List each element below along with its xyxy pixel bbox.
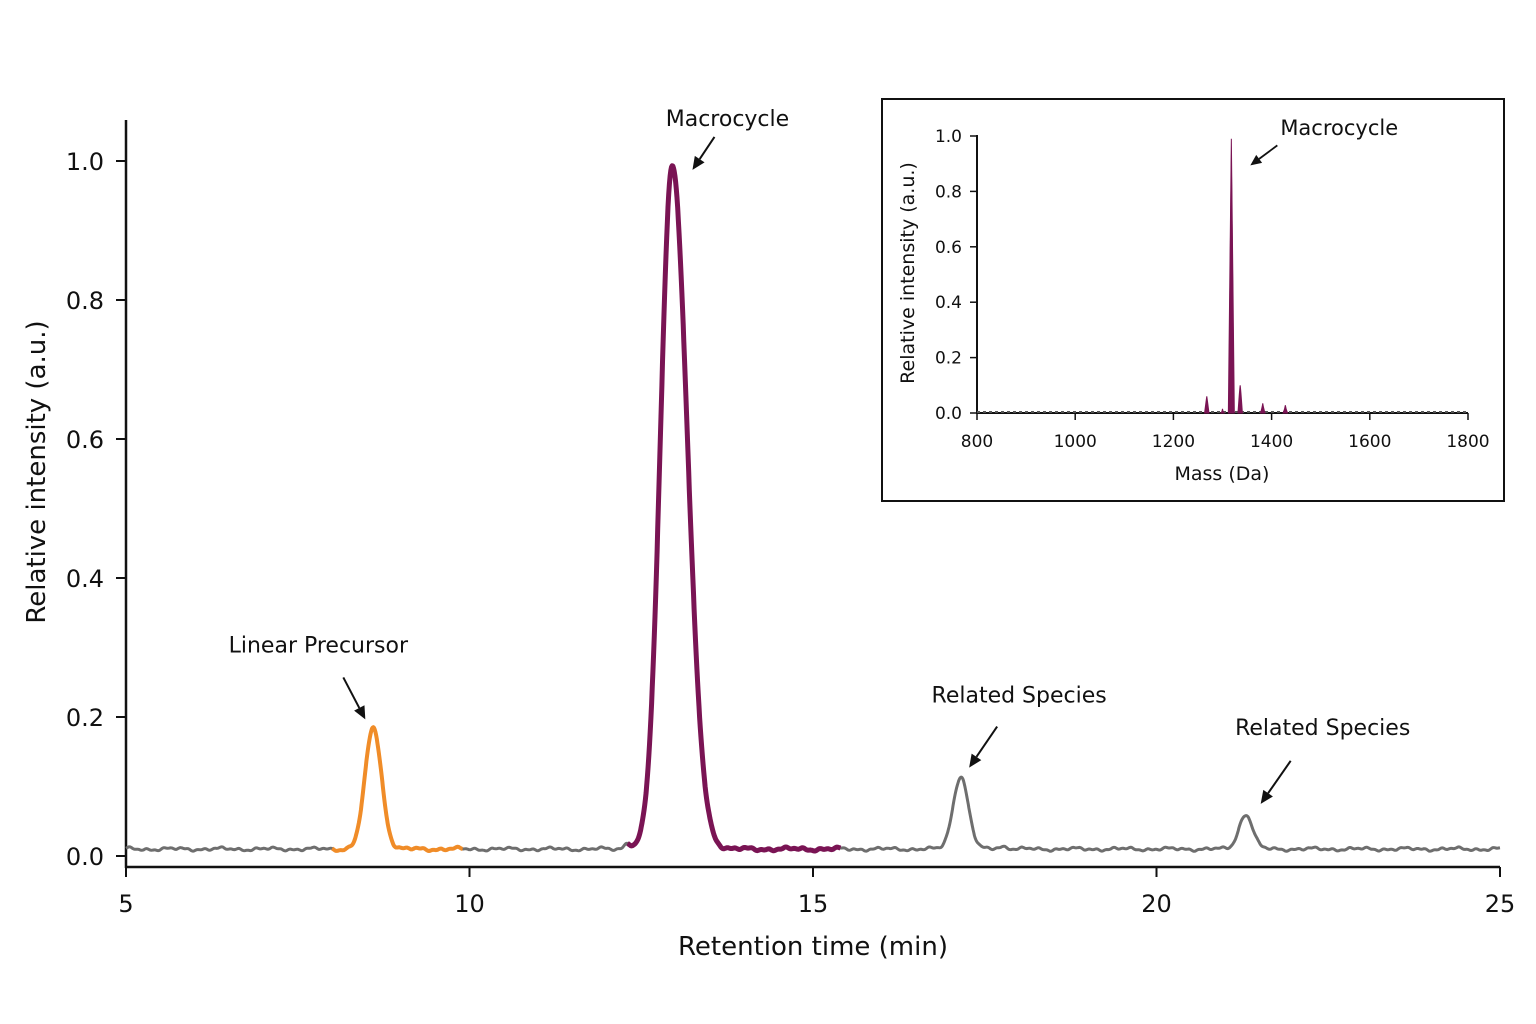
main-traces: [125, 163, 1501, 854]
inset-traces: [977, 138, 1468, 414]
main-x-tick-label: 15: [798, 890, 829, 918]
main-annotations: Linear Precursor Macrocycle Related Specie…: [229, 107, 1410, 804]
inset-x-tick-label: 1400: [1250, 432, 1293, 452]
inset-x-axis-title: Mass (Da): [1175, 463, 1270, 485]
annotation-label: Macrocycle: [666, 107, 789, 132]
main-y-axis-title: Relative intensity (a.u.): [22, 320, 52, 623]
inset-y-tick-label: 1.0: [935, 127, 962, 147]
main-y-tick-label: 0.4: [66, 565, 104, 593]
main-y-tick-label: 0.0: [66, 843, 104, 871]
main-y-ticks: 0.0 0.2 0.4 0.6 0.8 1.0: [66, 148, 126, 871]
inset-annotations: Macrocycle: [1250, 116, 1398, 166]
inset-x-ticks: 800 1000 1200 1400 1600 1800: [961, 413, 1490, 452]
annotation-arrow: [342, 676, 366, 720]
inset-y-tick-label: 0.6: [935, 238, 962, 258]
mass-peak: [1227, 138, 1235, 414]
mass-peak: [1282, 405, 1289, 414]
main-plot: 5 10 15 20 25 0.0 0.2 0.4 0.6 0.8 1.0 Linear Prec…: [22, 107, 1515, 962]
inset-x-tick-label: 1600: [1348, 432, 1391, 452]
inset-x-tick-label: 800: [961, 432, 993, 452]
inset-y-tick-label: 0.8: [935, 182, 962, 202]
annotation-label: Related Species: [932, 684, 1107, 709]
main-x-ticks: 5 10 15 20 25: [118, 867, 1515, 918]
inset-x-tick-label: 1200: [1152, 432, 1195, 452]
inset-frame: [881, 98, 1505, 502]
peak-trace-linear-precursor: [330, 725, 464, 853]
mass-peak: [1259, 403, 1266, 414]
inset-plot: 800 1000 1200 1400 1600 1800 0.0 0.2 0.4 0.6 0.8 1…: [881, 98, 1505, 502]
main-y-tick-label: 1.0: [66, 148, 104, 176]
inset-y-tick-label: 0.0: [935, 404, 962, 424]
main-x-tick-label: 20: [1141, 890, 1172, 918]
annotation-arrow: [1260, 760, 1292, 804]
inset-annotation-arrow: [1250, 144, 1278, 166]
inset-y-axis-title: Relative intensity (a.u.): [897, 162, 919, 384]
mass-peak: [1204, 396, 1210, 414]
annotation-label: Related Species: [1235, 716, 1410, 741]
inset-x-tick-label: 1000: [1054, 432, 1097, 452]
main-x-tick-label: 25: [1485, 890, 1516, 918]
main-x-tick-label: 10: [454, 890, 485, 918]
annotation-arrow: [692, 136, 716, 170]
inset-y-ticks: 0.0 0.2 0.4 0.6 0.8 1.0: [935, 127, 977, 424]
inset-x-tick-label: 1800: [1446, 432, 1489, 452]
main-x-axis-title: Retention time (min): [678, 932, 948, 962]
main-y-tick-label: 0.6: [66, 426, 104, 454]
inset-annotation-label: Macrocycle: [1280, 116, 1398, 140]
inset-y-tick-label: 0.4: [935, 293, 962, 313]
main-y-tick-label: 0.8: [66, 287, 104, 315]
peak-trace-macrocycle: [625, 163, 843, 854]
annotation-label: Linear Precursor: [229, 633, 409, 658]
mass-peak: [1237, 385, 1243, 414]
annotation-arrow: [969, 726, 998, 768]
main-y-tick-label: 0.2: [66, 704, 104, 732]
mass-peak: [1220, 408, 1225, 414]
inset-y-tick-label: 0.2: [935, 349, 962, 369]
main-x-tick-label: 5: [118, 890, 133, 918]
